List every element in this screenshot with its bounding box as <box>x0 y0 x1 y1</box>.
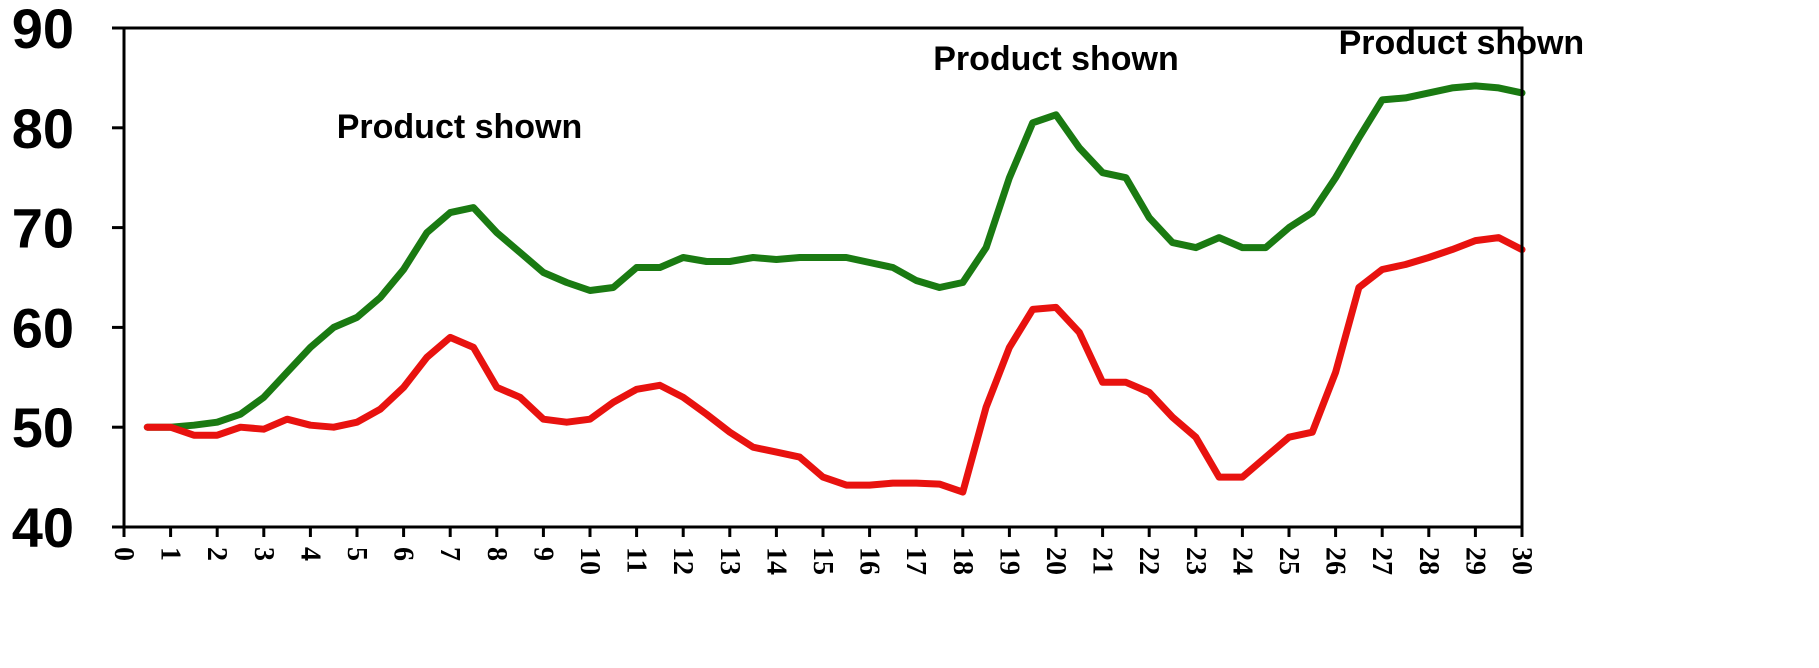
x-tick-label: 30 <box>1506 547 1537 575</box>
x-tick-label: 17 <box>900 547 931 575</box>
x-tick-label: 13 <box>714 547 745 575</box>
plot-frame <box>122 26 1524 529</box>
y-tick-label: 80 <box>12 97 74 160</box>
annotation-label: Product shown <box>933 40 1179 78</box>
annotations: Product shown Product shown Product shown <box>337 24 1584 146</box>
x-tick-label: 19 <box>993 547 1024 575</box>
series-line-0 <box>143 82 1526 431</box>
x-tick-label: 4 <box>294 547 325 561</box>
x-tick-label: 6 <box>388 547 419 561</box>
annotation-label: Product shown <box>1339 24 1585 62</box>
x-tick-label: 22 <box>1133 547 1164 575</box>
x-tick-label: 27 <box>1366 547 1397 575</box>
x-tick-label: 16 <box>854 547 885 575</box>
x-tick-label: 18 <box>947 547 978 575</box>
x-tick-label: 3 <box>248 547 279 561</box>
x-tick-label: 7 <box>434 547 465 561</box>
x-tick-label: 14 <box>760 547 791 575</box>
x-tick-label: 10 <box>574 547 605 575</box>
x-tick-label: 28 <box>1413 547 1444 575</box>
x-tick-label: 1 <box>155 547 186 561</box>
x-tick-label: 8 <box>481 547 512 561</box>
annotation-label: Product shown <box>337 108 583 146</box>
y-tick-label: 70 <box>12 197 74 260</box>
x-tick-label: 2 <box>201 547 232 561</box>
x-tick-label: 15 <box>807 547 838 575</box>
x-tick-label: 21 <box>1087 547 1118 575</box>
series-line-1 <box>143 234 1526 496</box>
y-tick-label: 60 <box>12 296 74 359</box>
y-tick-label: 50 <box>12 396 74 459</box>
x-tick-label: 11 <box>621 547 652 573</box>
y-axis-ticks: 40 50 60 70 80 90 <box>12 0 124 559</box>
x-tick-label: 0 <box>108 547 139 561</box>
x-tick-label: 23 <box>1180 547 1211 575</box>
series-lines <box>143 82 1526 496</box>
x-axis-ticks: 0 1 2 3 4 5 6 7 8 9 10 11 12 13 14 15 16 17 18 19 20 21 22 23 24… <box>108 527 1537 575</box>
y-tick-label: 40 <box>12 496 74 559</box>
x-tick-label: 12 <box>667 547 698 575</box>
x-tick-label: 26 <box>1320 547 1351 575</box>
x-tick-label: 20 <box>1040 547 1071 575</box>
x-tick-label: 5 <box>341 547 372 561</box>
x-tick-label: 29 <box>1459 547 1490 575</box>
y-tick-label: 90 <box>12 0 74 60</box>
x-tick-label: 9 <box>527 547 558 561</box>
x-tick-label: 25 <box>1273 547 1304 575</box>
x-tick-label: 24 <box>1226 547 1257 575</box>
